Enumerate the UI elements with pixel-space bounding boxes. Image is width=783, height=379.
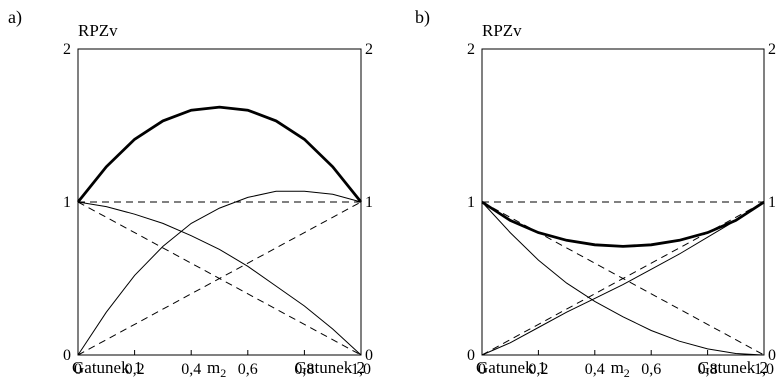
x-right-category-label: Gatunek 2 [698,358,768,377]
x-left-category-label: Gatunek 1 [72,358,142,377]
x-tick-label: 1,0 [351,361,371,378]
series-line-bold-1 [76,105,363,203]
x-tick-label: 0,8 [294,361,314,378]
chart-panel-a: a) RPZv 0 1 2 0 1 2 0 0,2 0,4 0,6 0,8 1,0 Gatunek 1 m2 G… [8,7,373,379]
panel-label: a) [8,7,22,28]
y-tick-label-left: 1 [467,194,475,211]
x-tick-label: 0 [74,361,82,378]
y-tick-label-right: 0 [365,347,373,364]
series-line-solid-3 [481,201,765,356]
x-axis-label-subscript: 2 [624,366,630,379]
x-tick-label: 0,2 [125,361,145,378]
x-tick-label: 1,0 [754,361,774,378]
y-tick-label-right: 1 [768,194,776,211]
y-axis-label: RPZv [78,21,118,40]
series-line-dashed-6 [481,201,765,356]
y-tick-label-right: 0 [768,347,776,364]
x-tick-label: 0,8 [698,361,718,378]
panel-label: b) [415,7,430,28]
y-tick-label-right: 1 [365,194,373,211]
y-tick-label-right: 2 [365,41,373,58]
series-line-bold-1 [481,200,765,248]
x-tick-label: 0,4 [585,361,605,378]
series-line-solid-2 [481,201,765,356]
y-axis-label: RPZv [482,21,522,40]
series-line-dashed-6 [77,201,362,356]
y-tick-label-left: 2 [467,41,475,58]
x-tick-label: 0,6 [238,361,258,378]
series-line-solid-3 [77,190,362,356]
x-tick-label: 0 [478,361,486,378]
x-tick-label: 0,6 [641,361,661,378]
x-tick-label: 0,4 [181,361,201,378]
chart-panel-b: b) RPZv 0 1 2 0 1 2 0 0,2 0,4 0,6 0,8 1,0 Gatunek 1 m2 G… [415,7,776,379]
x-tick-label: 0,2 [528,361,548,378]
y-tick-label-left: 0 [63,347,71,364]
x-right-category-label: Gatunek 2 [295,358,365,377]
y-tick-label-left: 0 [467,347,475,364]
x-axis-label: m2 [207,358,226,379]
x-axis-label: m2 [611,358,630,379]
y-tick-label-left: 1 [63,194,71,211]
series-line-solid-2 [77,201,362,356]
x-left-category-label: Gatunek 1 [476,358,546,377]
y-tick-label-left: 2 [63,41,71,58]
x-axis-label-subscript: 2 [220,366,226,379]
y-tick-label-right: 2 [768,41,776,58]
